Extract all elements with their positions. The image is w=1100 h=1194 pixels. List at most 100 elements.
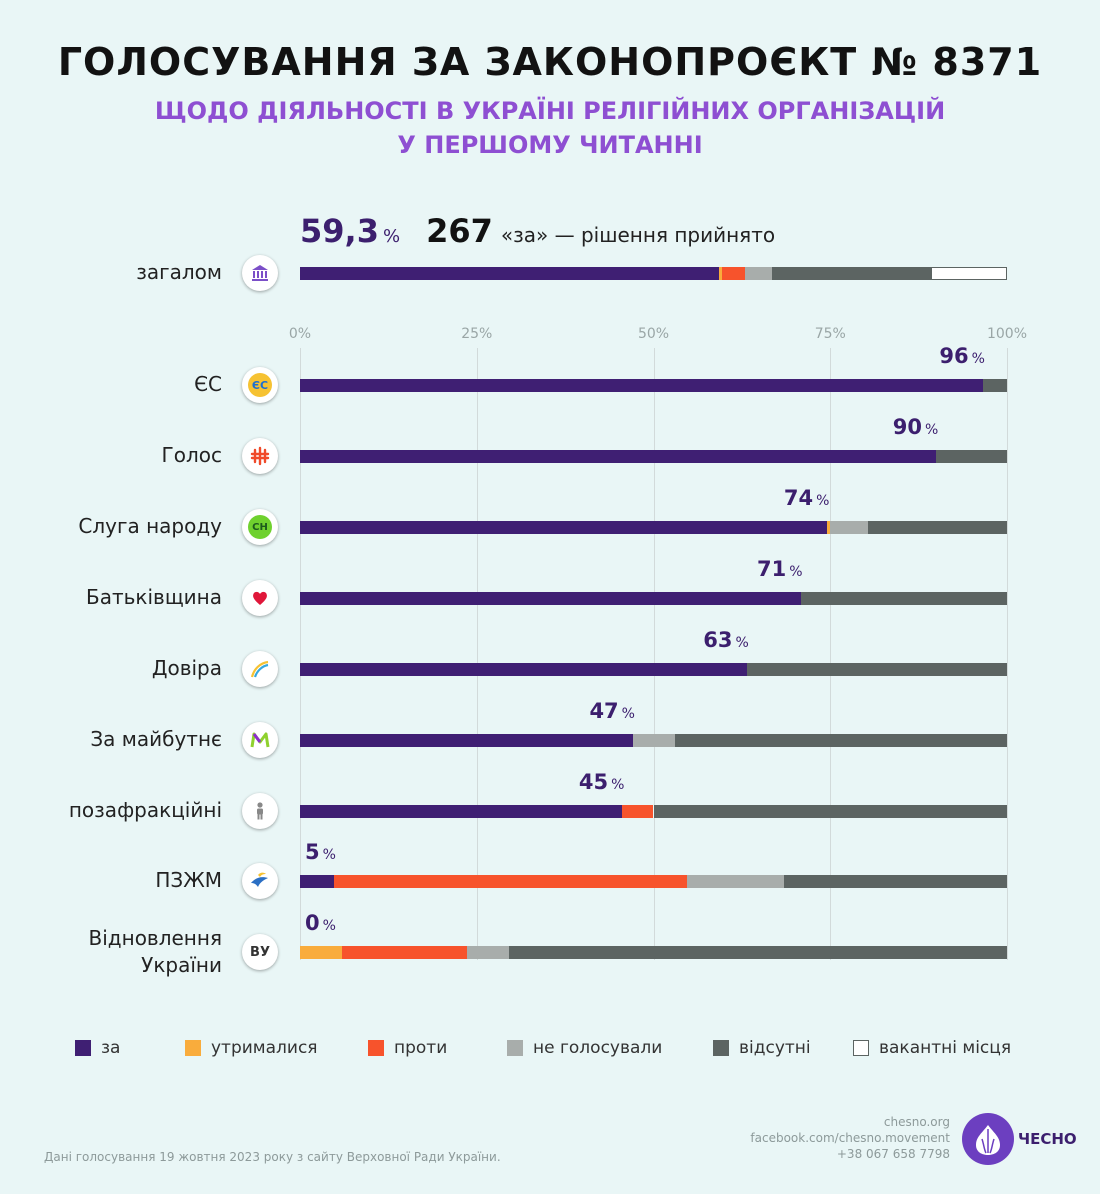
row-label-es: ЄС — [194, 372, 222, 396]
legend-item: не голосували — [507, 1038, 662, 1058]
bar-segment-total-1 — [719, 266, 723, 280]
bar-segment-vu-1 — [300, 945, 343, 959]
legend-swatch — [853, 1040, 869, 1056]
bar-segment-sluha-0 — [300, 520, 828, 534]
chart-title: ГОЛОСУВАННЯ ЗА ЗАКОНОПРОЄКТ № 8371 — [57, 40, 1043, 84]
legend-item: утрималися — [185, 1038, 318, 1058]
bar-segment-batk-0 — [300, 591, 801, 605]
m-icon — [242, 722, 278, 758]
percent-value: 90 — [892, 415, 922, 439]
gridline-25 — [476, 348, 478, 960]
gridline-0 — [300, 348, 301, 960]
bar-segment-total-2 — [722, 266, 745, 280]
x-tick-label: 0% — [288, 326, 312, 342]
row-label-vu: Відновлення України — [22, 925, 222, 979]
bird-icon — [242, 863, 278, 899]
bar-segment-total-3 — [744, 266, 772, 280]
percent-value: 96 — [939, 344, 969, 368]
legend-label: відсутні — [739, 1038, 811, 1058]
bar-segment-sluha-3 — [829, 520, 868, 534]
x-tick-label: 25% — [461, 326, 493, 342]
legend-swatch — [185, 1040, 201, 1056]
bar-segment-pzzhm-2 — [333, 874, 688, 888]
bar-segment-vu-3 — [466, 945, 509, 959]
vu-icon: ВУ — [242, 934, 278, 970]
percent-sign: % — [322, 847, 336, 863]
row-label-line: Відновлення — [88, 926, 222, 950]
legend-swatch — [713, 1040, 729, 1056]
bar-segment-batk-4 — [800, 591, 1007, 605]
bar-segment-total-0 — [300, 266, 720, 280]
percent-value: 5 — [305, 840, 320, 864]
bar-segment-es-0 — [300, 378, 983, 392]
chesno-logo-text: ЧЕСНО — [1018, 1130, 1077, 1148]
percent-sign: % — [789, 564, 803, 580]
vu-icon-text: ВУ — [250, 944, 270, 960]
bar-segment-holos-4 — [936, 449, 1007, 463]
bar-segment-zamaib-4 — [674, 733, 1007, 747]
row-label-zamaib: За майбутнє — [90, 727, 222, 751]
x-tick-label: 50% — [637, 326, 670, 342]
headline-text: «за» — рішення прийнято — [500, 223, 776, 247]
gridline-100 — [1007, 348, 1008, 960]
bar-segment-holos-0 — [300, 449, 937, 463]
row-label-pzzhm: ПЗЖМ — [155, 868, 222, 892]
bar-segment-sluha-1 — [827, 520, 830, 534]
holos-icon — [242, 438, 278, 474]
legend-swatch — [368, 1040, 384, 1056]
heart-icon — [242, 580, 278, 616]
gridline-50 — [653, 348, 655, 960]
sn-icon-text: СН — [248, 515, 272, 539]
percent-label-pozafr: 45% — [579, 770, 625, 794]
row-label-pozafr: позафракційні — [68, 798, 222, 822]
bar-segment-dovira-4 — [746, 662, 1007, 676]
percent-value: 63 — [703, 628, 733, 652]
parliament-icon — [242, 255, 278, 291]
percent-label-batk: 71% — [757, 557, 803, 581]
person-icon — [242, 793, 278, 829]
facebook-link[interactable]: facebook.com/chesno.movement — [750, 1131, 950, 1145]
bar-segment-zamaib-3 — [632, 733, 675, 747]
legend-item: вакантні місця — [853, 1038, 1011, 1058]
bar-segment-vu-2 — [342, 945, 467, 959]
percent-label-holos: 90% — [893, 415, 939, 439]
bar-segment-pozafr-2 — [622, 804, 654, 818]
site-link[interactable]: chesno.org — [883, 1115, 950, 1129]
percent-value: 71 — [757, 557, 787, 581]
percent-label-vu: 0% — [305, 911, 336, 935]
percent-value: 47 — [589, 699, 619, 723]
es-icon: ЄС — [242, 367, 278, 403]
percent-value: 0 — [305, 911, 320, 935]
percent-sign: % — [924, 422, 939, 438]
bar-segment-pzzhm-4 — [783, 874, 1007, 888]
percent-value: 45 — [578, 770, 609, 794]
percent-sign: % — [611, 777, 625, 793]
gridline-75 — [830, 348, 832, 960]
percent-sign: % — [971, 351, 985, 367]
headline-summary: 59,3% 267 «за» — рішення прийнято — [300, 212, 775, 250]
bar-segment-dovira-0 — [300, 662, 747, 676]
percent-label-sluha: 74% — [784, 486, 830, 510]
chart-subtitle-line2: У ПЕРШОМУ ЧИТАННІ — [397, 131, 703, 159]
row-label-dovira: Довіра — [151, 656, 222, 680]
row-label-total: загалом — [136, 260, 222, 284]
bar-segment-sluha-4 — [867, 520, 1007, 534]
percent-sign: % — [816, 493, 830, 509]
percent-label-pzzhm: 5% — [305, 840, 336, 864]
data-source-note: Дані голосування 19 жовтня 2023 року з с… — [44, 1150, 501, 1164]
legend-swatch — [507, 1040, 523, 1056]
x-tick-label: 75% — [814, 326, 846, 342]
legend-item: проти — [368, 1038, 447, 1058]
legend-label: за — [101, 1038, 121, 1058]
percent-sign: % — [322, 918, 336, 934]
bar-segment-pozafr-4 — [653, 804, 1007, 818]
legend-swatch — [75, 1040, 91, 1056]
x-tick-label: 100% — [986, 326, 1028, 342]
dovira-icon — [242, 651, 278, 687]
row-label-holos: Голос — [161, 443, 222, 467]
bar-segment-vu-4 — [508, 945, 1007, 959]
headline-percent: 59,3 — [300, 212, 379, 250]
contacts-block: chesno.org facebook.com/chesno.movement … — [750, 1114, 950, 1162]
row-label-line: України — [141, 953, 222, 977]
legend-item: відсутні — [713, 1038, 811, 1058]
